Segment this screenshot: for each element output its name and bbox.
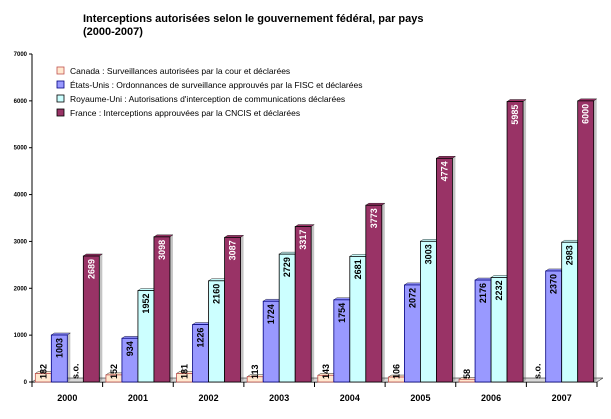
data-label: 2232 [494,280,504,300]
legend-swatch [56,94,65,103]
bar-side [452,156,456,382]
data-label: 2160 [212,284,222,304]
bar-side [593,98,597,382]
legend-label: Canada : Surveillances autorisées par la… [70,66,290,76]
data-label: 4774 [439,161,449,181]
bar-side [311,224,315,382]
bar [294,226,312,383]
data-label: 113 [250,364,260,379]
bar [82,255,100,383]
chart-title: Interceptions autorisées selon le gouver… [83,13,424,25]
y-tick-label: 3000 [14,239,28,245]
y-tick-label: 6000 [14,99,28,105]
x-tick-label: 2006 [481,393,501,403]
data-label: 2689 [86,259,96,279]
data-label: 3098 [157,240,167,260]
x-tick-label: 2002 [199,393,219,403]
bar-side [99,254,103,382]
data-label: 182 [38,364,48,379]
data-label: 2072 [407,288,417,308]
bar-side [381,203,385,382]
data-label: 1724 [266,304,276,324]
bar-side [67,333,71,382]
data-label: 152 [109,364,119,379]
y-axis: 0 1000 2000 3000 4000 5000 6000 7000 [14,52,32,386]
bar-side [240,235,244,382]
legend-swatch [56,108,65,117]
y-tick-label: 2000 [14,286,28,292]
data-label: 2176 [478,283,488,303]
data-label: 2681 [353,259,363,279]
chart-subtitle: (2000-2007) [83,26,143,38]
bar [506,101,524,383]
bar [436,157,453,383]
data-label: 1226 [196,328,206,348]
data-label: 143 [321,364,331,379]
data-label: 2729 [282,257,292,277]
bar [50,334,68,383]
x-tick-label: 2003 [269,393,289,403]
legend-label: États-Unis : Ordonnances de surveillance… [70,80,362,90]
bar-side [523,99,527,382]
y-tick-label: 4000 [14,193,28,199]
data-label: 2983 [565,245,575,265]
x-axis: 2000 2001 2002 2003 2004 2005 2006 2007 [31,382,598,403]
bar-side [169,234,173,382]
data-label: 6000 [581,104,591,124]
data-label: 58 [462,369,472,379]
legend: Canada : Surveillances autorisées par la… [56,66,362,118]
data-label: 1754 [337,303,347,323]
bar [577,100,595,383]
bar [224,236,241,383]
data-label: 3773 [369,208,379,228]
data-label: 3087 [228,240,238,260]
x-tick-label: 2000 [57,393,77,403]
y-tick-label: 1000 [14,333,28,339]
y-tick-label: 5000 [14,146,28,152]
data-label: 3003 [423,244,433,264]
bar [365,204,383,383]
legend-label: Royaume-Uni : Autorisations d'intercepti… [70,94,345,104]
legend-swatch [56,66,65,75]
data-label: 934 [125,341,135,356]
data-label: 2370 [549,274,559,294]
y-tick-label: 0 [24,380,28,386]
data-label: 1952 [141,294,151,314]
na-label: s.o. [70,363,80,379]
data-label: 181 [180,364,190,379]
data-label: 3317 [298,230,308,250]
value-labels: 182 1003 s.o. 2689 152 934 1952 3098 181 1226 2160… [38,104,590,379]
data-label: 106 [391,364,401,379]
na-label: s.o. [533,363,543,379]
bars [34,98,598,383]
bar [153,236,171,383]
data-label: 1003 [54,338,64,358]
x-tick-label: 2004 [340,393,360,403]
data-label: 5985 [510,105,520,125]
y-tick-label: 7000 [14,52,28,58]
x-tick-label: 2005 [410,393,430,403]
x-tick-label: 2001 [128,393,148,403]
legend-label: France : Interceptions approuvées par la… [70,108,300,118]
x-tick-label: 2007 [552,393,572,403]
legend-swatch [56,80,65,89]
